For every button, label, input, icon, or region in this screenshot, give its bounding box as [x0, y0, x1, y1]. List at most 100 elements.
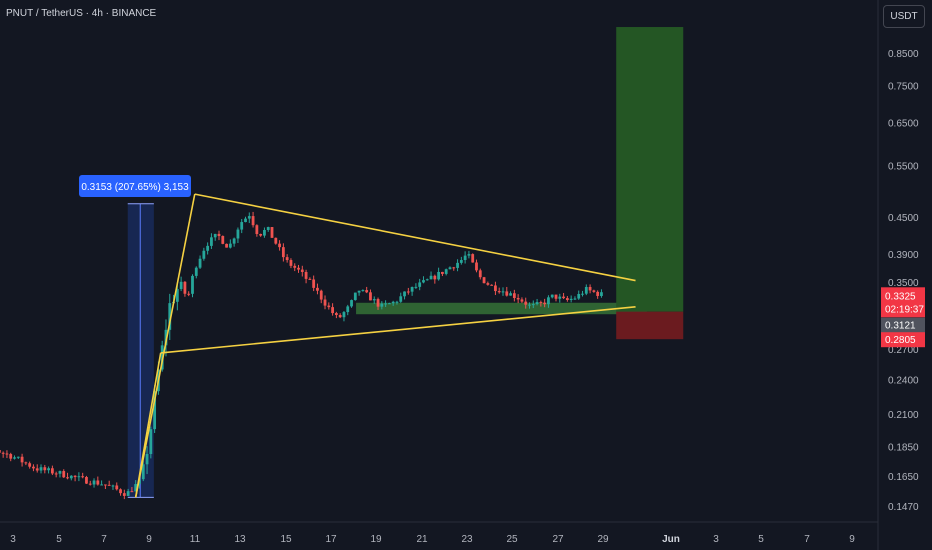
candle-body	[425, 279, 429, 281]
candle-body	[334, 313, 338, 316]
candle-body	[384, 303, 388, 305]
candle-body	[187, 293, 191, 295]
candle-body	[24, 462, 28, 464]
price-axis[interactable]: 0.8500 0.7500 0.6500 0.5500 0.4500 0.3900 0.35…	[888, 49, 919, 513]
candle-body	[376, 299, 380, 307]
candle-body	[592, 290, 596, 292]
candle-body	[350, 300, 353, 307]
time-tick-label: 3	[713, 534, 719, 545]
time-tick-label: Jun	[662, 534, 680, 545]
candle-body	[191, 275, 194, 294]
candle-body	[232, 238, 236, 244]
candle-body	[372, 299, 376, 301]
entry-price-badge	[881, 317, 925, 333]
candle-body	[221, 236, 225, 244]
price-tick-label: 0.3500	[888, 278, 919, 289]
measure-tooltip-box	[79, 175, 191, 197]
candle-body	[111, 485, 115, 487]
candle-body	[69, 475, 73, 479]
candle-body	[164, 329, 168, 346]
candle-body	[319, 290, 323, 300]
candle-body	[524, 301, 528, 305]
candle-body	[562, 296, 565, 299]
time-tick-label: 17	[325, 534, 337, 545]
price-tick-label: 0.1650	[888, 472, 919, 483]
candle-body	[554, 294, 558, 299]
candle-body	[573, 298, 577, 300]
countdown-text: 02:19:37	[885, 304, 924, 315]
stop-price-text: 0.2805	[885, 335, 916, 346]
candle-body	[342, 312, 346, 318]
candle-body	[444, 269, 448, 274]
candle-body	[369, 292, 372, 301]
candle-body	[228, 243, 232, 248]
time-tick-label: 25	[506, 534, 518, 545]
candle-body	[565, 298, 569, 300]
candle-body	[240, 222, 244, 230]
candle-body	[202, 250, 206, 259]
time-tick-label: 5	[56, 534, 62, 545]
time-axis[interactable]: 3 5 7 9 11 13 15 17 19 21 23 25 27 29 Jun 3 5 7 9	[10, 534, 855, 545]
candle-body	[47, 468, 50, 471]
candle-body	[20, 456, 24, 463]
candle-body	[0, 450, 1, 453]
candle-body	[210, 237, 213, 246]
candle-body	[505, 291, 509, 296]
measure-tooltip: 0.3153 (207.65%) 3,153	[79, 175, 191, 197]
candle-body	[357, 290, 361, 293]
price-tick-label: 0.5500	[888, 161, 919, 172]
candle-body	[130, 491, 134, 493]
candle-body	[361, 290, 365, 292]
price-tick-label: 0.2400	[888, 375, 919, 386]
candle-body	[459, 260, 463, 263]
candle-body	[418, 282, 422, 287]
candles-layer	[0, 211, 603, 500]
candle-body	[16, 456, 20, 458]
candle-body	[81, 476, 85, 478]
candle-body	[516, 297, 520, 300]
candle-body	[353, 292, 357, 301]
symbol-title: PNUT / TetherUS · 4h · BINANCE	[6, 8, 157, 19]
candle-body	[331, 307, 334, 314]
candle-body	[316, 287, 319, 291]
candle-body	[463, 255, 467, 261]
price-tick-label: 0.1470	[888, 502, 919, 513]
candle-body	[168, 303, 172, 330]
candle-body	[380, 303, 384, 307]
candle-body	[399, 296, 403, 302]
candle-body	[486, 283, 490, 285]
candle-body	[346, 306, 350, 313]
candle-body	[304, 271, 308, 279]
time-tick-label: 15	[280, 534, 292, 545]
candle-body	[206, 245, 210, 251]
candle-body	[600, 292, 603, 296]
candle-body	[149, 429, 153, 454]
candle-body	[550, 294, 554, 298]
candle-body	[441, 271, 444, 274]
candle-body	[293, 265, 297, 268]
candle-body	[35, 468, 39, 471]
price-badges: 0.3325 02:19:37 0.3121 0.2805	[881, 287, 925, 348]
candle-body	[225, 243, 228, 248]
time-tick-label: 3	[10, 534, 16, 545]
currency-button[interactable]: USDT	[883, 5, 925, 28]
candle-body	[433, 275, 437, 280]
candle-body	[62, 471, 66, 478]
candle-body	[236, 229, 240, 239]
time-tick-label: 21	[416, 534, 428, 545]
price-tick-label: 0.1850	[888, 443, 919, 454]
candle-body	[569, 298, 573, 300]
candle-body	[119, 489, 122, 494]
time-tick-label: 9	[146, 534, 152, 545]
candle-body	[520, 299, 524, 302]
candle-body	[448, 267, 452, 270]
candle-body	[403, 291, 406, 297]
candle-body	[251, 216, 255, 226]
candle-body	[509, 293, 512, 296]
candle-body	[365, 290, 369, 293]
candle-body	[535, 302, 539, 305]
candle-body	[263, 229, 266, 236]
candle-body	[338, 315, 342, 318]
